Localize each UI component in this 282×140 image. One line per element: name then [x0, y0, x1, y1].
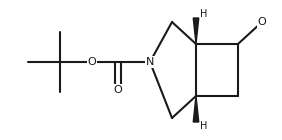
Text: O: O: [258, 17, 266, 27]
Text: H: H: [200, 121, 208, 131]
Polygon shape: [193, 18, 199, 44]
Text: O: O: [88, 57, 96, 67]
Text: N: N: [146, 57, 154, 67]
Polygon shape: [193, 96, 199, 122]
Text: O: O: [114, 85, 122, 95]
Text: H: H: [200, 9, 208, 19]
